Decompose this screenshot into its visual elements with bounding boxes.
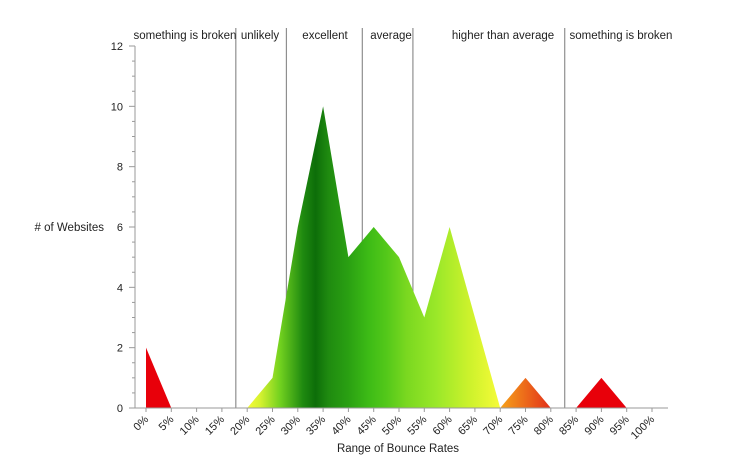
x-tick-label: 30% (279, 413, 303, 437)
x-tick-label: 15% (203, 413, 227, 437)
y-tick-label: 8 (117, 162, 123, 174)
x-tick-label: 35% (304, 413, 328, 437)
x-tick-label: 20% (228, 413, 252, 437)
region-label: unlikely (241, 30, 280, 42)
x-tick-label: 25% (254, 413, 278, 437)
x-tick-marks (145, 408, 653, 412)
region-label: something is broken (570, 30, 673, 42)
y-tick-label: 12 (111, 41, 123, 53)
x-tick-label: 45% (355, 413, 379, 437)
x-tick-label: 0% (131, 413, 151, 433)
region-labels: something is broken unlikely excellent aver… (134, 30, 673, 42)
y-axis-title: # of Websites (35, 222, 105, 234)
area-segment-85-95 (576, 377, 627, 408)
x-tick-label: 55% (405, 413, 429, 437)
x-tick-labels: 0% 5% 10% 15% 20% 25% 30% 35% 40% 45% 50% 55% 60% 65%… (131, 413, 657, 442)
x-axis-title: Range of Bounce Rates (337, 443, 459, 455)
x-tick-label: 80% (532, 413, 556, 437)
x-tick-label: 10% (178, 413, 202, 437)
y-tick-label: 6 (117, 222, 123, 234)
x-tick-label: 100% (629, 413, 658, 442)
y-minor-ticks (129, 45, 135, 409)
y-tick-label: 10 (111, 101, 123, 113)
y-tick-label: 2 (117, 343, 123, 355)
area-segment-20-70 (247, 106, 501, 408)
area-segment-70-80 (500, 377, 551, 408)
x-tick-label: 40% (329, 413, 353, 437)
x-tick-label: 70% (481, 413, 505, 437)
x-tick-label: 75% (507, 413, 531, 437)
region-label: average (370, 30, 412, 42)
area-segment-0-5 (146, 347, 172, 408)
region-label: higher than average (452, 30, 554, 42)
x-tick-label: 60% (431, 413, 455, 437)
y-tick-labels: 0 2 4 6 8 10 12 (111, 41, 123, 415)
x-tick-label: 85% (557, 413, 581, 437)
region-label: excellent (302, 30, 348, 42)
region-label: something is broken (134, 30, 237, 42)
distribution-areas (146, 106, 627, 408)
y-tick-label: 4 (117, 282, 123, 294)
x-tick-label: 90% (582, 413, 606, 437)
x-tick-label: 65% (456, 413, 480, 437)
x-tick-label: 5% (157, 413, 177, 433)
x-tick-label: 50% (380, 413, 404, 437)
y-tick-label: 0 (117, 403, 123, 415)
